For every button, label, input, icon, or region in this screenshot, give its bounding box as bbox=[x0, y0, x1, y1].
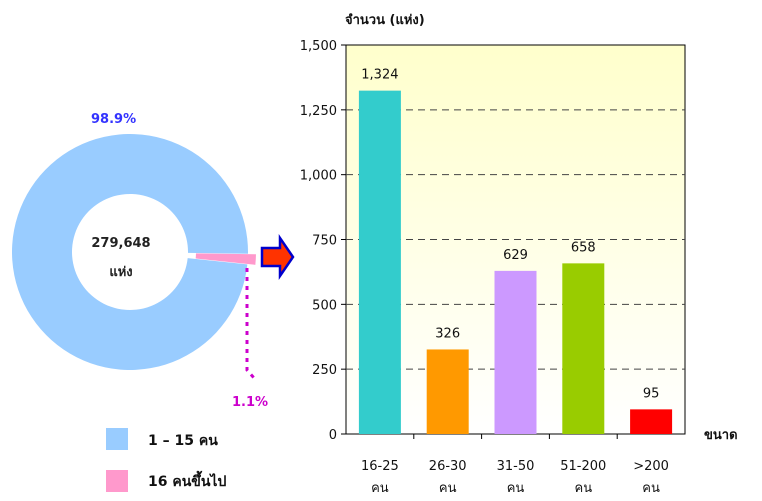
x-tick-label: คน bbox=[507, 481, 525, 496]
leader-line bbox=[245, 268, 256, 379]
bar-chart: 0 250 500 750 1,000 1,250 1,500 1,324 16-25 คน 326… bbox=[300, 39, 686, 496]
y-axis-title: จำนวน (แห่ง) bbox=[345, 13, 425, 28]
legend-label-large-establishments: 16 คนขึ้นไป bbox=[148, 474, 227, 490]
data-label: 629 bbox=[503, 248, 528, 263]
legend-swatch-small-establishments bbox=[106, 428, 128, 450]
y-tick-label: 250 bbox=[312, 363, 337, 378]
data-label: 1,324 bbox=[361, 68, 398, 83]
data-label: 95 bbox=[643, 386, 660, 401]
x-tick-label: คน bbox=[575, 481, 593, 496]
legend-swatch-large-establishments bbox=[106, 470, 128, 492]
x-axis-title: ขนาด bbox=[704, 428, 738, 443]
y-tick-label: 1,250 bbox=[300, 104, 337, 119]
bar bbox=[426, 349, 469, 434]
x-tick-label: >200 bbox=[633, 459, 669, 474]
y-tick-label: 1,500 bbox=[300, 39, 337, 54]
large-slice-percent: 98.9% bbox=[91, 112, 137, 127]
small-slice-percent: 1.1% bbox=[232, 395, 269, 410]
pointer-arrow bbox=[260, 233, 295, 281]
x-tick-label: คน bbox=[371, 481, 389, 496]
bar bbox=[562, 263, 605, 434]
x-tick-label: 31-50 bbox=[497, 459, 535, 474]
bar bbox=[358, 90, 401, 434]
donut-center-value: 279,648 bbox=[91, 236, 151, 251]
x-tick-label: 26-30 bbox=[429, 459, 467, 474]
x-tick-label: คน bbox=[642, 481, 660, 496]
x-tick-label: 51-200 bbox=[560, 459, 606, 474]
data-label: 658 bbox=[571, 240, 596, 255]
donut-slice-large-establishments bbox=[195, 253, 256, 265]
donut-chart bbox=[12, 134, 256, 379]
y-tick-label: 0 bbox=[329, 428, 337, 443]
y-tick-label: 1,000 bbox=[300, 169, 337, 184]
donut-center-unit: แห่ง bbox=[109, 265, 133, 280]
bar bbox=[494, 270, 537, 434]
x-tick-label: คน bbox=[439, 481, 457, 496]
donut-slice-small-establishments bbox=[12, 134, 248, 371]
x-tick-label: 16-25 bbox=[361, 459, 399, 474]
arrow-shape bbox=[260, 233, 295, 281]
bar bbox=[630, 409, 673, 434]
legend-label-small-establishments: 1 – 15 คน bbox=[148, 433, 218, 449]
y-tick-label: 500 bbox=[312, 298, 337, 313]
y-tick-label: 750 bbox=[312, 234, 337, 249]
data-label: 326 bbox=[435, 326, 460, 341]
